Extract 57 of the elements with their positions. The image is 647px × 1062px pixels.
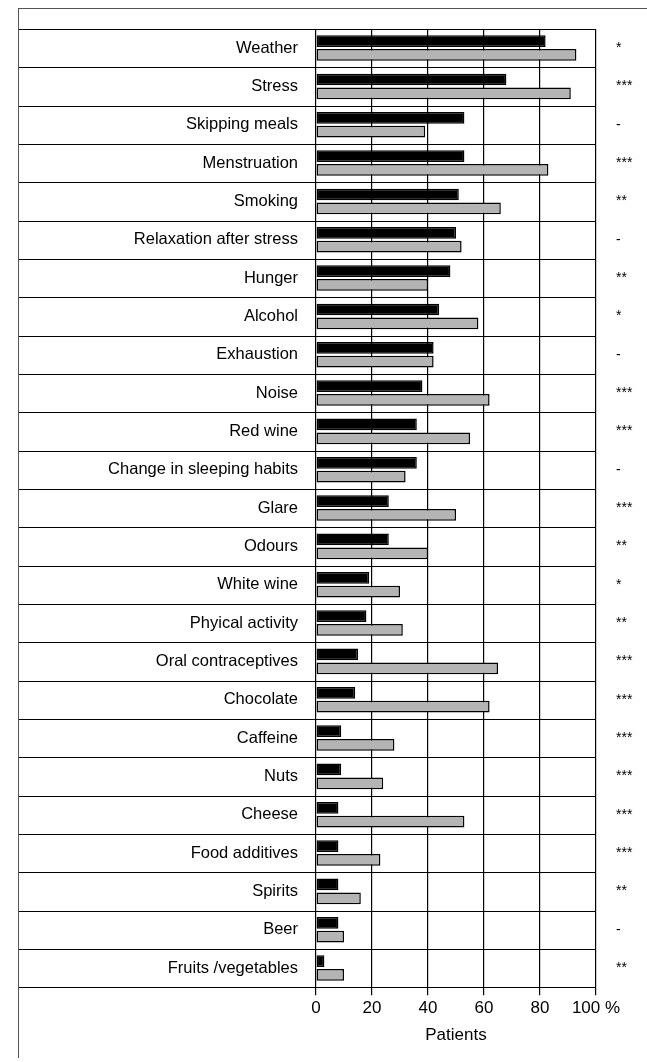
text: ***: [616, 498, 633, 515]
text: **: [616, 958, 628, 975]
y-tick-label: Chocolate: [223, 689, 298, 708]
text: ***: [616, 383, 633, 400]
text: ***: [616, 652, 633, 669]
text: **: [616, 537, 628, 554]
text: ***: [616, 843, 633, 860]
x-tick-label: 40: [418, 998, 438, 1018]
y-tick-label: Oral contraceptives: [155, 650, 298, 669]
text: -: [616, 345, 621, 362]
text: -: [616, 920, 621, 937]
text: *: [616, 38, 622, 55]
x-tick-label: 60: [474, 998, 494, 1018]
y-tick-label: Noise: [255, 382, 298, 401]
y-tick-label: Glare: [257, 497, 298, 516]
text: -: [616, 230, 621, 247]
y-tick-label: Hunger: [243, 267, 299, 286]
text: *: [616, 575, 622, 592]
text: **: [616, 268, 628, 285]
y-tick-label: Weather: [235, 37, 299, 56]
y-tick-label: Relaxation after stress: [133, 229, 298, 248]
x-tick-label: 100 %: [571, 998, 621, 1018]
y-tick-label: Food additives: [190, 842, 298, 861]
y-tick-label: Exhaustion: [216, 344, 298, 363]
y-tick-label: Change in sleeping habits: [108, 459, 298, 478]
text: -: [616, 460, 621, 477]
y-tick-label: Odours: [243, 535, 298, 554]
y-tick-label: Caffeine: [236, 727, 298, 746]
y-tick-label: Nuts: [264, 765, 298, 784]
text: **: [616, 882, 628, 899]
text: **: [616, 613, 628, 630]
text: *: [616, 307, 622, 324]
y-tick-label: Skipping meals: [186, 114, 298, 133]
y-tick-label: Alcohol: [243, 305, 298, 324]
y-tick-label: Fruits /vegetables: [167, 957, 298, 976]
x-tick-label: 80: [530, 998, 550, 1018]
x-tick-label: 20: [362, 998, 382, 1018]
text: ***: [616, 728, 633, 745]
x-tick-label: 0: [311, 998, 321, 1018]
x-axis-title: Patients: [425, 1025, 487, 1045]
y-tick-label: Stress: [251, 75, 298, 94]
text: ***: [616, 690, 633, 707]
y-tick-label: White wine: [217, 574, 298, 593]
y-tick-label: Phyical activity: [189, 612, 299, 631]
text: ***: [616, 77, 633, 94]
text: ***: [616, 153, 633, 170]
y-tick-label: Spirits: [252, 880, 298, 899]
text: **: [616, 192, 628, 209]
y-tick-label: Cheese: [241, 804, 298, 823]
y-tick-label: Menstruation: [202, 152, 298, 171]
text: ***: [616, 805, 633, 822]
text: ***: [616, 767, 633, 784]
y-tick-label: Smoking: [233, 190, 298, 209]
text: ***: [616, 422, 633, 439]
y-tick-label: Beer: [263, 919, 299, 938]
y-tick-label: Red wine: [229, 420, 298, 439]
text: -: [616, 115, 621, 132]
